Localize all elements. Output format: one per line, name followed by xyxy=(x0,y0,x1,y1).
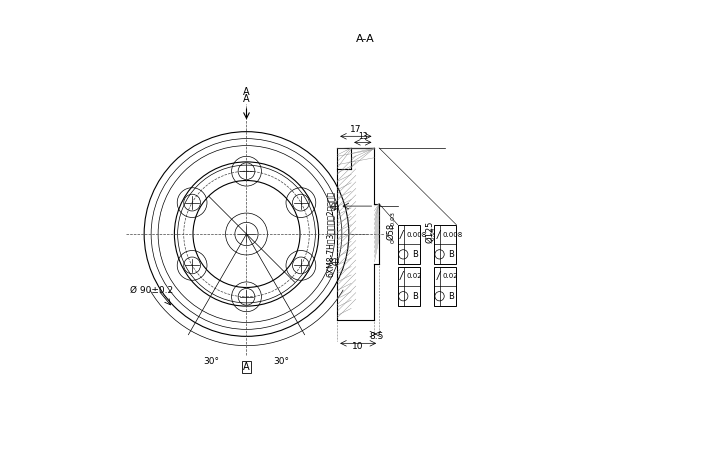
Text: B: B xyxy=(448,292,454,301)
Text: Ø125: Ø125 xyxy=(426,220,435,243)
Text: /: / xyxy=(436,230,440,240)
Text: 0.02: 0.02 xyxy=(406,273,421,279)
Text: Ø 90±0.2: Ø 90±0.2 xyxy=(130,285,173,294)
Text: 0.008: 0.008 xyxy=(406,232,426,238)
Text: 17: 17 xyxy=(350,124,361,134)
Text: 10: 10 xyxy=(352,343,364,351)
Text: 0.02: 0.02 xyxy=(443,273,458,279)
Text: B: B xyxy=(411,292,418,301)
Text: B: B xyxy=(411,250,418,259)
Text: -0.04: -0.04 xyxy=(431,227,436,241)
Text: 8.5: 8.5 xyxy=(370,332,384,341)
Bar xyxy=(398,225,420,264)
Text: /: / xyxy=(400,230,403,240)
Bar xyxy=(434,267,456,306)
Text: Ø58: Ø58 xyxy=(386,223,395,240)
Text: 0.008: 0.008 xyxy=(443,232,462,238)
Bar xyxy=(434,225,456,264)
Text: 13: 13 xyxy=(358,132,368,140)
Text: A-A: A-A xyxy=(356,34,375,44)
Text: /: / xyxy=(436,271,440,281)
Text: A: A xyxy=(243,87,250,97)
Text: +0.03: +0.03 xyxy=(391,211,396,229)
Text: A: A xyxy=(243,94,250,104)
Text: 30°: 30° xyxy=(204,358,220,366)
Text: 30°: 30° xyxy=(274,358,289,366)
Bar xyxy=(398,267,420,306)
Text: /: / xyxy=(400,271,403,281)
Text: 6XM8-7H（3个一组，2组均布）: 6XM8-7H（3个一组，2组均布） xyxy=(326,191,334,277)
Text: A: A xyxy=(243,362,250,372)
Text: B: B xyxy=(448,250,454,259)
Text: 0: 0 xyxy=(391,239,396,243)
